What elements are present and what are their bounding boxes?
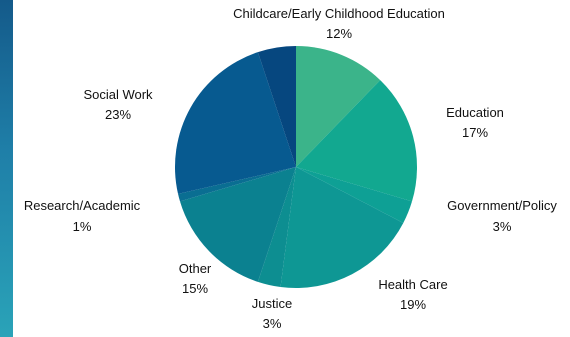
pie-slice-health-care (280, 167, 404, 289)
slice-label-text: Justice (252, 296, 292, 311)
slice-label-other: Other 15% (179, 261, 212, 296)
slice-label-education: Education 17% (446, 105, 504, 140)
decorative-left-strip (0, 0, 13, 337)
pie-slices (174, 46, 418, 289)
slice-label-government-policy: Government/Policy 3% (447, 198, 557, 234)
pie-slice-other (180, 167, 296, 282)
slice-label-text: Research/Academic (24, 198, 141, 213)
slice-label-text: Health Care (378, 277, 447, 292)
slice-label-justice: Justice 3% (252, 296, 292, 331)
pie-slice-justice (257, 167, 296, 288)
slice-value-text: 1% (73, 219, 92, 234)
pie-labels: Childcare/Early Childhood Education 12% … (24, 6, 558, 331)
slice-value-text: 23% (105, 107, 131, 122)
slice-value-text: 12% (326, 26, 352, 41)
pie-slice-government-policy (296, 167, 412, 223)
slice-value-text: 3% (493, 219, 512, 234)
pie-slice-social-work (174, 52, 296, 194)
pie-slice-childcare-early-childhood-education (296, 46, 381, 167)
slice-label-social-work: Social Work 23% (83, 87, 153, 122)
slice-label-text: Other (179, 261, 212, 276)
slice-label-health-care: Health Care 19% (378, 277, 447, 312)
slice-value-text: 17% (462, 125, 488, 140)
slice-label-childcare: Childcare/Early Childhood Education 12% (233, 6, 445, 41)
slice-label-research-academic: Research/Academic 1% (24, 198, 141, 234)
pie-slice-unlabeled (257, 46, 296, 167)
slice-label-text: Social Work (83, 87, 153, 102)
pie-slice-education (296, 80, 418, 202)
pie-slice-research-academic (178, 167, 296, 202)
slice-value-text: 19% (400, 297, 426, 312)
slice-label-text: Childcare/Early Childhood Education (233, 6, 445, 21)
slice-label-text: Government/Policy (447, 198, 557, 213)
slice-value-text: 3% (263, 316, 282, 331)
slice-value-text: 15% (182, 281, 208, 296)
slice-label-text: Education (446, 105, 504, 120)
